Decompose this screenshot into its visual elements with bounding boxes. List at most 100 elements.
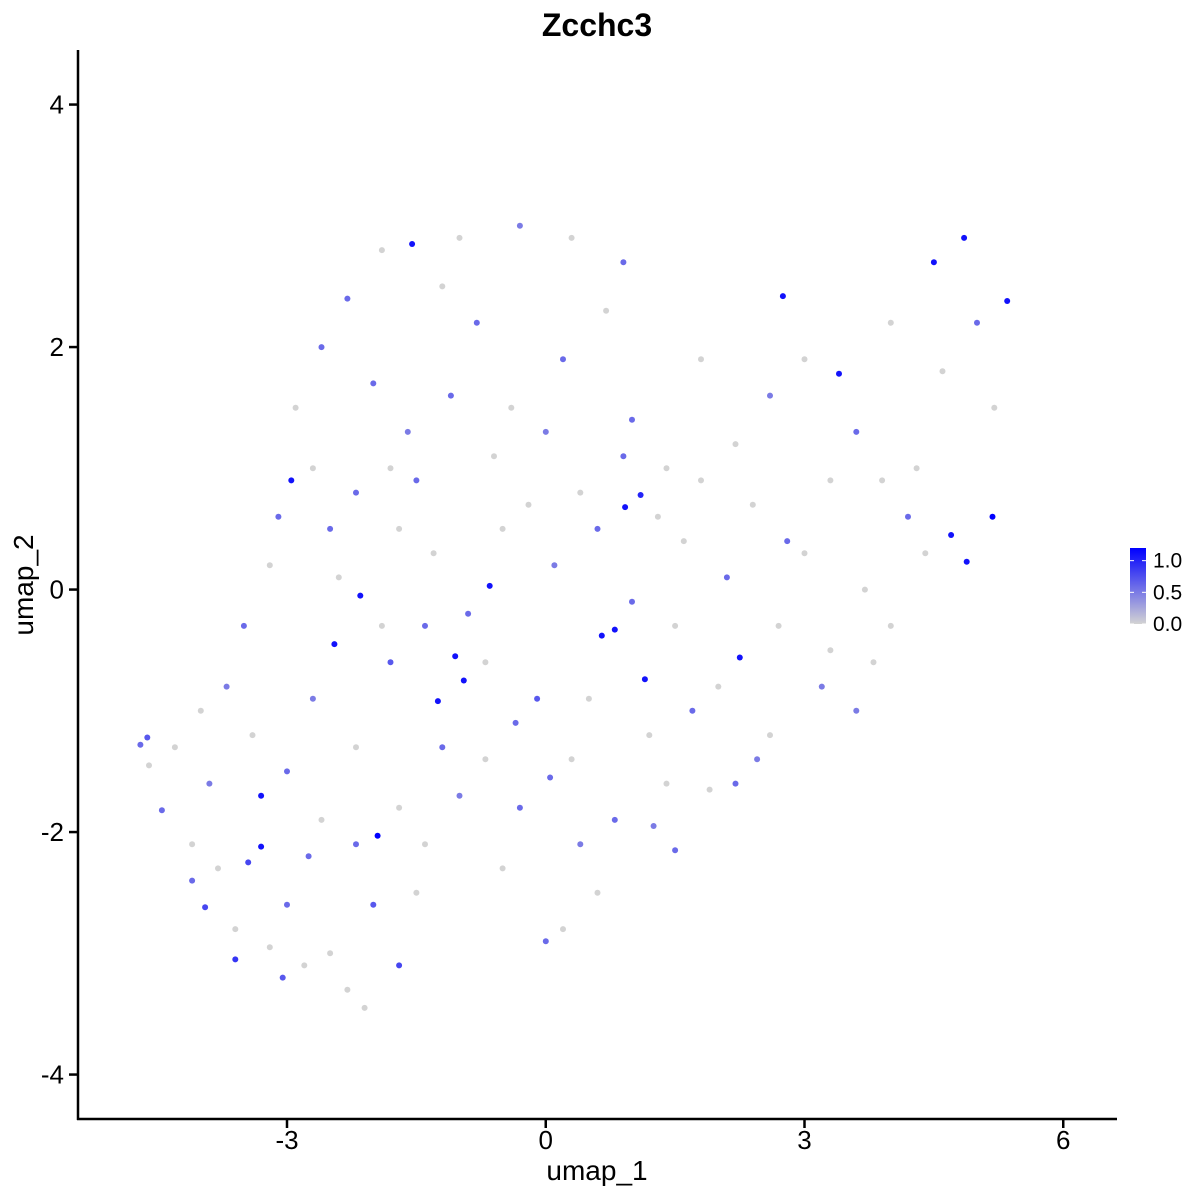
cell-point xyxy=(301,962,308,969)
cell-point xyxy=(698,356,704,363)
cell-point xyxy=(284,768,290,775)
cell-point xyxy=(767,732,773,739)
cell-point xyxy=(309,695,316,702)
cell-point xyxy=(801,550,808,557)
cell-point xyxy=(650,823,657,829)
cell-point xyxy=(853,707,860,714)
cell-point xyxy=(767,392,773,399)
cell-point xyxy=(887,622,894,629)
cell-point xyxy=(327,950,334,957)
cell-point xyxy=(482,659,489,666)
cell-point xyxy=(568,756,575,763)
cell-point xyxy=(818,683,825,690)
cell-point xyxy=(930,259,937,266)
cell-point xyxy=(206,780,213,787)
cell-point xyxy=(594,889,601,896)
cell-point xyxy=(413,889,420,896)
cell-point xyxy=(460,677,467,684)
cell-point xyxy=(577,489,584,496)
cell-point xyxy=(512,719,519,726)
x-axis-title: umap_1 xyxy=(546,1155,647,1186)
cell-point xyxy=(486,582,493,589)
cell-point xyxy=(353,489,359,496)
chart-title: Zcchc3 xyxy=(542,7,652,43)
cell-point xyxy=(611,626,618,633)
cell-point xyxy=(137,741,144,748)
cell-point xyxy=(146,762,152,769)
cell-point xyxy=(465,610,472,617)
x-tick-label: -3 xyxy=(275,1125,298,1155)
cell-point xyxy=(189,841,196,848)
cell-point xyxy=(939,368,946,375)
cell-point xyxy=(736,654,743,661)
cell-point xyxy=(775,622,782,629)
y-tick-label: 2 xyxy=(50,332,64,362)
cell-point xyxy=(266,562,273,569)
cell-point xyxy=(948,532,955,538)
cell-point xyxy=(482,756,489,763)
cell-point xyxy=(258,792,265,799)
cell-point xyxy=(413,477,420,484)
cell-point xyxy=(266,944,273,951)
cell-point xyxy=(637,492,644,498)
cell-point xyxy=(560,926,566,933)
cell-point xyxy=(378,247,385,254)
cell-point xyxy=(430,550,437,557)
cell-point xyxy=(680,538,687,545)
cell-point xyxy=(654,513,661,520)
cell-point xyxy=(189,877,196,884)
cell-point xyxy=(663,465,670,472)
color-legend: 1.0 0.5 0.0 xyxy=(1130,548,1182,636)
cell-point xyxy=(353,841,359,848)
colorbar-label: 0.0 xyxy=(1153,613,1182,636)
cell-point xyxy=(560,356,566,363)
cell-point xyxy=(887,319,894,326)
cell-point xyxy=(516,222,523,229)
cell-point xyxy=(585,695,592,702)
cell-point xyxy=(275,513,282,520)
cell-point xyxy=(672,847,679,854)
cell-point xyxy=(357,592,364,599)
cell-point xyxy=(963,558,970,565)
cell-point xyxy=(353,744,359,751)
cell-point xyxy=(370,380,377,387)
cell-point xyxy=(344,986,351,993)
cell-point xyxy=(197,707,204,714)
cell-point xyxy=(288,477,295,484)
cell-point xyxy=(158,807,165,814)
cell-point xyxy=(171,744,178,751)
x-tick-label: 3 xyxy=(797,1125,811,1155)
scatter-points xyxy=(137,222,1011,1011)
cell-point xyxy=(331,641,338,648)
cell-point xyxy=(473,319,480,326)
cell-point xyxy=(344,295,351,302)
cell-point xyxy=(922,550,929,557)
cell-point xyxy=(689,707,696,714)
cell-point xyxy=(754,756,761,763)
cell-point xyxy=(905,513,911,520)
axes xyxy=(76,50,1117,1121)
cell-point xyxy=(620,259,627,266)
cell-point xyxy=(284,901,290,908)
cell-point xyxy=(422,841,428,848)
cell-point xyxy=(516,804,523,811)
cell-point xyxy=(534,695,541,702)
cell-point xyxy=(447,392,454,399)
cell-point xyxy=(318,816,325,823)
cell-point xyxy=(223,683,230,690)
cell-point xyxy=(551,562,558,569)
cell-point xyxy=(961,234,968,241)
cell-point xyxy=(989,513,996,520)
y-tick-label: -4 xyxy=(41,1060,64,1090)
cell-point xyxy=(387,659,394,666)
y-tick-label: 0 xyxy=(50,575,64,605)
cell-point xyxy=(456,234,463,241)
cell-point xyxy=(1004,298,1011,304)
cell-point xyxy=(396,804,403,811)
cell-point xyxy=(240,622,247,629)
x-axis-ticks: -3 0 3 6 xyxy=(275,1119,1070,1155)
cell-point xyxy=(422,622,428,629)
cell-point xyxy=(361,1004,368,1011)
cell-point xyxy=(258,843,265,850)
cell-point xyxy=(542,938,549,945)
